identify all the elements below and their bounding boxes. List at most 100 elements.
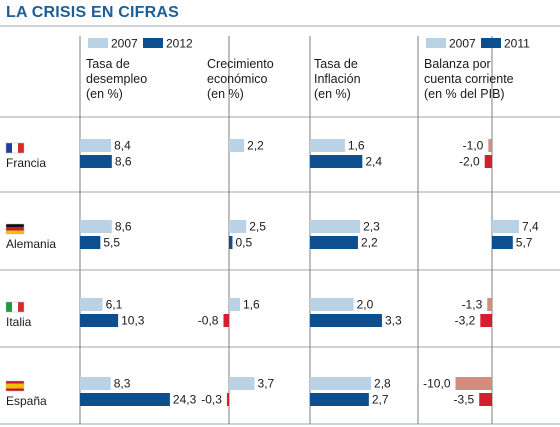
panel-header-line: Crecimiento (207, 57, 274, 71)
bar-p1-2007-italia (80, 298, 103, 311)
bar-p4-2007-francia (488, 139, 492, 152)
legend-swatch-2007 (426, 38, 446, 48)
panel-header-line: Balanza por (424, 57, 491, 71)
value-label: 0,5 (235, 236, 252, 250)
value-label: 10,3 (121, 314, 145, 328)
bar-p2-2012-españa (226, 393, 229, 406)
flag-italy-icon (6, 302, 12, 312)
flag-germany-icon (6, 224, 24, 228)
bar-p2-2012-italia (223, 314, 229, 327)
panel-4-header: Balanza por cuenta corriente (en % del PIB… (424, 57, 514, 101)
panel-header-line: Tasa de (86, 57, 130, 71)
bar-p2-2007-italia (229, 298, 241, 311)
legend-label-2012: 2012 (166, 37, 193, 51)
bar-p2-2007-españa (229, 377, 255, 390)
panel-3-header: Tasa de Inflación (en %) (314, 57, 361, 101)
flag-france-icon (18, 143, 24, 153)
value-label: 8,3 (114, 377, 131, 391)
bar-p1-2007-francia (80, 139, 112, 152)
bar-p2-2012-alemania (229, 236, 233, 249)
bar-p3-2007-españa (310, 377, 372, 390)
panel-header-line: económico (207, 72, 267, 86)
bar-p1-2007-alemania (80, 220, 112, 233)
value-label: 8,6 (115, 155, 132, 169)
value-label: 1,6 (348, 139, 365, 153)
bar-p1-2012-italia (80, 314, 119, 327)
legend-swatch-2007 (88, 38, 108, 48)
bar-p4-2007-alemania (492, 220, 520, 233)
bar-p4-2007-italia (487, 298, 492, 311)
bar-p2-2007-francia (229, 139, 245, 152)
value-label: -0,3 (201, 393, 222, 407)
value-label: 2,2 (247, 139, 264, 153)
value-label: -2,0 (459, 155, 480, 169)
panel-header-line: (en % del PIB) (424, 87, 505, 101)
value-label: 5,5 (103, 236, 120, 250)
value-label: -1,3 (462, 298, 483, 312)
flag-spain-icon (6, 388, 24, 391)
value-label: 5,7 (516, 236, 533, 250)
bar-p2-2007-alemania (229, 220, 247, 233)
country-label-francia: Francia (6, 156, 46, 170)
panel-header-line: Tasa de (314, 57, 358, 71)
flag-germany-icon (6, 230, 24, 234)
bar-p4-2011-españa (479, 393, 492, 406)
value-label: 2,3 (363, 220, 380, 234)
flag-italy-icon (12, 302, 18, 312)
bar-p3-2007-alemania (310, 220, 361, 233)
value-label: 24,3 (173, 393, 197, 407)
panel-header-line: desempleo (86, 72, 147, 86)
legend-label-2011: 2011 (504, 37, 530, 51)
panel-header-line: Inflación (314, 72, 361, 86)
panel-1-header: Tasa de desempleo (en %) (86, 57, 147, 101)
value-label: 1,6 (243, 298, 260, 312)
value-label: -3,5 (454, 393, 475, 407)
value-label: 2,2 (361, 236, 378, 250)
flag-italy-icon (18, 302, 24, 312)
value-label: -0,8 (198, 314, 219, 328)
value-label: 2,7 (372, 393, 389, 407)
legend-swatch-2012 (143, 38, 163, 48)
bar-p3-2007-francia (310, 139, 345, 152)
panel-2-header: Crecimiento económico (en %) (207, 57, 274, 101)
country-label-italia: Italia (6, 315, 32, 329)
bar-p3-2012-alemania (310, 236, 358, 249)
bar-p4-2011-alemania (492, 236, 513, 249)
country-label-españa: España (6, 394, 47, 408)
bar-p1-2012-españa (80, 393, 170, 406)
bar-p4-2007-españa (455, 377, 492, 390)
value-label: 6,1 (106, 298, 123, 312)
value-label: -1,0 (463, 139, 484, 153)
bar-p4-2011-francia (484, 155, 492, 168)
bar-p4-2011-italia (480, 314, 492, 327)
value-label: 3,7 (258, 377, 275, 391)
bar-p1-2012-alemania (80, 236, 101, 249)
flag-spain-icon (6, 381, 24, 384)
bar-p1-2012-francia (80, 155, 112, 168)
flag-france-icon-border (5, 142, 25, 154)
legend-label-2007: 2007 (111, 37, 138, 51)
value-label: 2,0 (357, 298, 374, 312)
flag-spain-icon-border (5, 380, 25, 392)
panel-header-line: (en %) (314, 87, 351, 101)
value-label: 2,5 (249, 220, 266, 234)
bar-p3-2012-francia (310, 155, 363, 168)
panel-header-line: (en %) (86, 87, 123, 101)
value-label: 2,8 (374, 377, 391, 391)
value-label: -3,2 (455, 314, 476, 328)
value-label: 3,3 (385, 314, 402, 328)
value-label: 8,6 (115, 220, 132, 234)
flag-france-icon (6, 143, 12, 153)
panel-header-line: cuenta corriente (424, 72, 514, 86)
flag-spain-icon (6, 383, 24, 389)
legend-label-2007: 2007 (449, 37, 476, 51)
bar-p3-2012-italia (310, 314, 382, 327)
bar-p1-2007-españa (80, 377, 111, 390)
value-label: 2,4 (365, 155, 382, 169)
value-label: -10,0 (423, 377, 451, 391)
value-label: 8,4 (114, 139, 131, 153)
flag-italy-icon-border (5, 301, 25, 313)
country-label-alemania: Alemania (6, 237, 56, 251)
flag-germany-icon (6, 227, 24, 231)
